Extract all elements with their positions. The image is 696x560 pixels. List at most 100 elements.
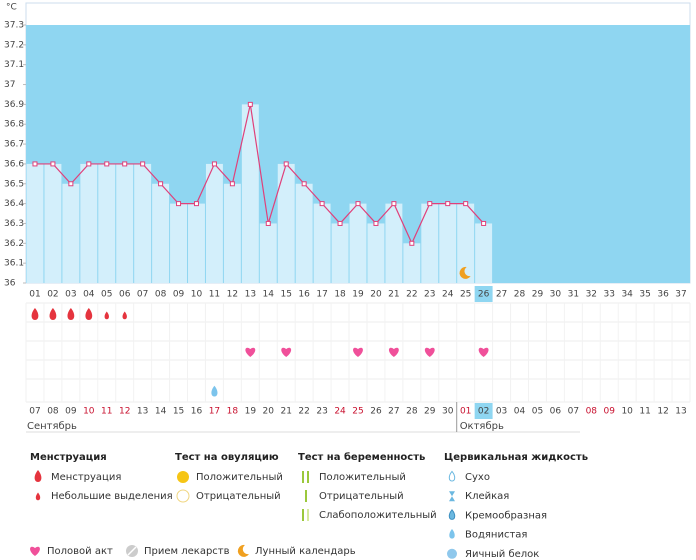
- temperature-bar: [44, 163, 62, 283]
- cycle-day-label: 31: [568, 290, 579, 300]
- legend-item: Сухо: [465, 472, 490, 483]
- spotting-mark: [104, 311, 109, 320]
- temperature-point: [247, 101, 253, 107]
- cycle-day-label: 05: [101, 290, 112, 300]
- date-label: 08: [586, 407, 598, 417]
- date-label: 01: [460, 407, 471, 417]
- icon: [176, 489, 190, 503]
- icon: [448, 470, 456, 482]
- legend-item: Лунный календарь: [255, 546, 356, 557]
- icon: [35, 492, 41, 501]
- y-axis-label: °C: [6, 3, 17, 13]
- y-tick-label: 37.1: [4, 60, 24, 70]
- date-label: 09: [65, 407, 77, 417]
- cycle-day-label: 24: [442, 290, 454, 300]
- cycle-day-label: 21: [388, 290, 399, 300]
- temperature-bar: [26, 163, 44, 283]
- temperature-point: [463, 201, 469, 207]
- legend-heading: Тест на овуляцию: [175, 452, 279, 463]
- temperature-bar: [439, 203, 457, 283]
- icon: [449, 491, 455, 502]
- cycle-day-label: 17: [316, 290, 327, 300]
- y-tick-label: 36.8: [4, 120, 24, 130]
- temperature-bar: [475, 223, 493, 283]
- cycle-day-label: 33: [604, 290, 615, 300]
- cycle-day-label: 32: [586, 290, 597, 300]
- cycle-day-label: 25: [460, 290, 471, 300]
- temperature-bar: [62, 183, 80, 283]
- legend-heading: Менструация: [30, 452, 107, 463]
- date-label: 12: [657, 407, 668, 417]
- temperature-bar: [403, 243, 421, 283]
- menstruation-mark: [67, 308, 75, 320]
- month-label: Октябрь: [460, 421, 504, 432]
- legend-item: Положительный: [319, 472, 406, 483]
- cycle-day-label: 20: [370, 290, 382, 300]
- cycle-day-label: 02: [47, 290, 58, 300]
- intercourse-mark: [424, 347, 435, 357]
- temperature-point: [373, 220, 379, 226]
- temperature-bar: [421, 203, 439, 283]
- icon: [302, 471, 304, 483]
- cycle-day-label: 03: [65, 290, 76, 300]
- icon: [34, 470, 42, 482]
- y-tick-label: 36.2: [4, 239, 24, 249]
- cycle-day-label: 23: [424, 290, 435, 300]
- temperature-point: [176, 201, 182, 207]
- cervical-mark: [211, 385, 218, 397]
- legend-item: Прием лекарств: [144, 546, 230, 557]
- temperature-point: [301, 181, 307, 187]
- temperature-bar: [331, 223, 349, 283]
- legend-item: Водянистая: [465, 530, 527, 541]
- legend-item: Отрицательный: [319, 491, 404, 502]
- cycle-day-label: 28: [514, 290, 526, 300]
- temperature-bar: [116, 163, 134, 283]
- temperature-bar: [349, 203, 367, 283]
- legend-item: Кремообразная: [465, 510, 547, 521]
- icon: [177, 471, 189, 483]
- temperature-point: [229, 181, 235, 187]
- date-label: 17: [209, 407, 220, 417]
- temperature-point: [86, 161, 92, 167]
- y-tick-label: 36.5: [4, 179, 24, 189]
- date-label: 10: [621, 407, 633, 417]
- temperature-bar: [295, 183, 313, 283]
- temperature-point: [68, 181, 74, 187]
- legend-item: Клейкая: [465, 491, 509, 502]
- temperature-bar: [205, 163, 223, 283]
- date-label: 07: [29, 407, 40, 417]
- icon: [30, 546, 40, 556]
- temperature-bar: [170, 203, 188, 283]
- cycle-day-label: 01: [29, 290, 40, 300]
- legend-item: Менструация: [51, 472, 121, 483]
- y-tick-label: 36.9: [4, 100, 24, 110]
- date-label: 26: [370, 407, 382, 417]
- temperature-point: [391, 201, 397, 207]
- date-label: 05: [532, 407, 543, 417]
- temperature-point: [32, 161, 38, 167]
- temperature-point: [337, 220, 343, 226]
- y-tick-label: 37.3: [4, 21, 24, 31]
- temperature-bar: [385, 203, 403, 283]
- date-label: 04: [514, 407, 526, 417]
- cycle-day-label: 34: [621, 290, 633, 300]
- date-label: 24: [334, 407, 346, 417]
- date-label: 14: [155, 407, 167, 417]
- legend-heading: Цервикальная жидкость: [444, 452, 588, 463]
- temperature-bar: [134, 163, 152, 283]
- cycle-day-label: 29: [532, 290, 544, 300]
- cycle-day-label: 36: [657, 290, 669, 300]
- cycle-day-label: 16: [298, 290, 310, 300]
- date-label: 27: [388, 407, 399, 417]
- temperature-point: [445, 201, 451, 207]
- date-label: 10: [83, 407, 95, 417]
- month-label: Сентябрь: [27, 421, 77, 432]
- date-label: 08: [47, 407, 59, 417]
- date-label: 19: [245, 407, 257, 417]
- y-tick-label: 36.4: [4, 199, 24, 209]
- temperature-bar: [367, 223, 385, 283]
- cycle-day-label: 26: [478, 290, 490, 300]
- temperature-point: [481, 220, 487, 226]
- legend-item: Положительный: [196, 472, 283, 483]
- cycle-day-label: 07: [137, 290, 148, 300]
